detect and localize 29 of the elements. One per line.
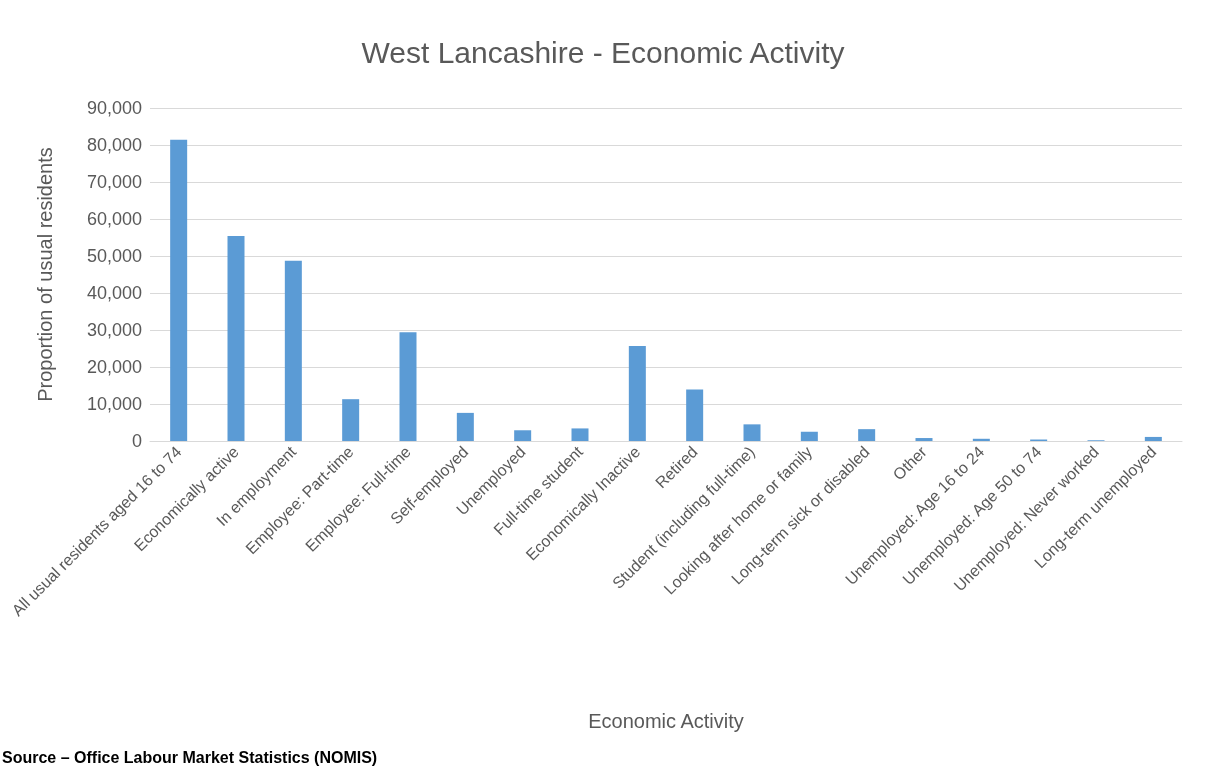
bar (284, 260, 302, 441)
y-tick-label: 10,000 (86, 394, 142, 414)
bar (227, 236, 245, 441)
y-tick-label: 30,000 (86, 320, 142, 340)
bar (686, 389, 704, 441)
bar (514, 430, 532, 441)
bar (399, 332, 417, 441)
bar (628, 345, 646, 441)
y-axis-title: Proportion of usual residents (34, 147, 56, 402)
y-tick-label: 40,000 (86, 283, 142, 303)
bar (915, 438, 933, 441)
bar (571, 428, 589, 441)
bar (743, 424, 761, 441)
y-tick-label: 0 (131, 431, 142, 451)
bar (858, 429, 876, 441)
source-note: Source – Office Labour Market Statistics (NOMIS) (2, 748, 378, 766)
y-tick-label: 90,000 (86, 98, 142, 118)
bar (1144, 436, 1162, 441)
y-tick-label: 70,000 (86, 172, 142, 192)
x-axis-title: Economic Activity (588, 710, 744, 732)
y-tick-label: 20,000 (86, 357, 142, 377)
bar (800, 431, 818, 441)
chart-title: West Lancashire - Economic Activity (361, 35, 845, 69)
bar (170, 139, 188, 441)
bar (342, 399, 360, 441)
y-tick-label: 60,000 (86, 209, 142, 229)
bar (456, 412, 474, 441)
y-tick-label: 80,000 (86, 135, 142, 155)
y-tick-label: 50,000 (86, 246, 142, 266)
